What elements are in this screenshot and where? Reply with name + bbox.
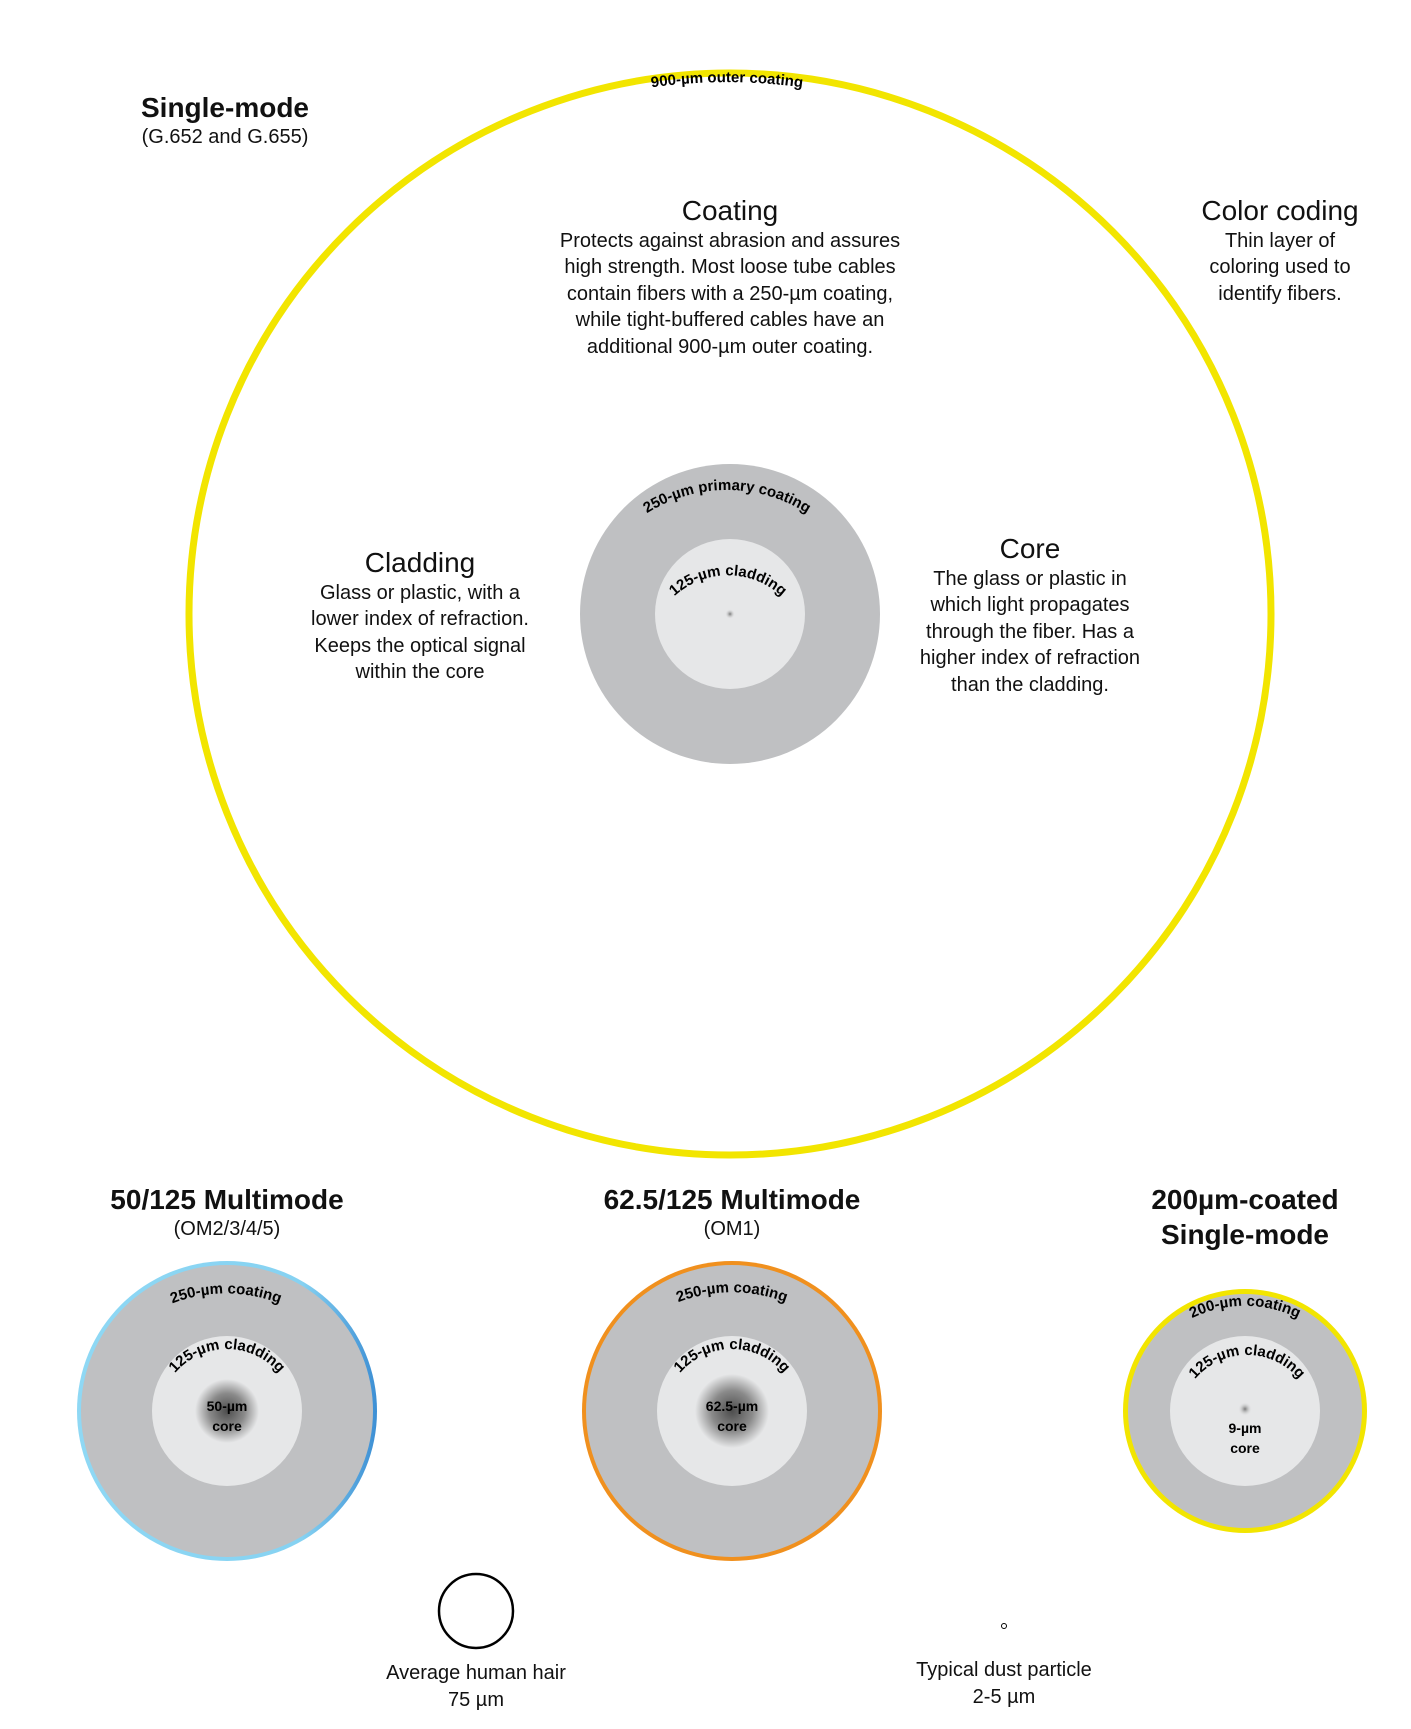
single-mode-subtitle: (G.652 and G.655) — [141, 126, 309, 148]
single-mode-title: Single-mode — [140, 92, 309, 123]
human-hair-circle — [437, 1572, 515, 1650]
om2-core-label-line1: 50-µm — [207, 1398, 248, 1414]
color-coding-callout: Color coding Thin layer of coloring used… — [1160, 194, 1400, 307]
om1-core-disk — [695, 1374, 769, 1448]
color-coding-title: Color coding — [1201, 195, 1359, 226]
om1-core-label-line1: 62.5-µm — [706, 1398, 758, 1414]
coating-callout: Coating Protects against abrasion and as… — [500, 194, 960, 361]
outer-coating-ring — [185, 69, 1275, 1159]
coated200-fiber-diagram: 200-µm coating 125-µm cladding 9-µm core — [1123, 1289, 1367, 1533]
cladding-title: Cladding — [364, 547, 476, 578]
coating-title: Coating — [681, 195, 779, 226]
core-title: Core — [999, 533, 1061, 564]
dust-size: 2-5 µm — [972, 1685, 1036, 1708]
coated200-title-line2: Single-mode — [1160, 1219, 1329, 1250]
single-mode-fiber-diagram: 900-µm outer coating 250-µm primary coat… — [185, 69, 1275, 1159]
coated200-title-block: 200µm-coated Single-mode — [1095, 1182, 1395, 1252]
om2-core-label-line2: core — [212, 1418, 242, 1434]
color-coding-description: Thin layer of coloring used to identify … — [1209, 229, 1351, 305]
single-mode-title-block: Single-mode (G.652 and G.655) — [110, 90, 340, 149]
om2-subtitle: (OM2/3/4/5) — [173, 1218, 281, 1240]
coated200-core-label-line1: 9-µm — [1229, 1420, 1262, 1436]
om2-fiber-diagram: 250-µm coating 125-µm cladding 50-µm cor… — [77, 1261, 377, 1561]
core-dot — [725, 609, 735, 619]
hair-label: Average human hair — [386, 1662, 566, 1684]
om1-core-label-line2: core — [717, 1418, 747, 1434]
om1-title: 62.5/125 Multimode — [603, 1184, 861, 1215]
om1-subtitle: (OM1) — [703, 1218, 761, 1240]
outer-coating-label: 900-µm outer coating — [650, 69, 804, 91]
dust-particle-circle — [1001, 1623, 1007, 1629]
om2-core-disk — [195, 1379, 259, 1443]
hair-size: 75 µm — [448, 1688, 504, 1711]
dust-caption: Typical dust particle 2-5 µm — [854, 1657, 1154, 1710]
cladding-description: Glass or plastic, with a lower index of … — [311, 581, 529, 684]
om1-fiber-diagram: 250-µm coating 125-µm cladding 62.5-µm c… — [582, 1261, 882, 1561]
core-callout: Core The glass or plastic in which light… — [880, 532, 1180, 699]
coated200-title-line1: 200µm-coated — [1151, 1184, 1339, 1215]
om1-title-block: 62.5/125 Multimode (OM1) — [552, 1182, 912, 1241]
om2-title: 50/125 Multimode — [110, 1184, 344, 1215]
om2-title-block: 50/125 Multimode (OM2/3/4/5) — [57, 1182, 397, 1241]
coated200-core-label-line2: core — [1230, 1440, 1260, 1456]
coating-description: Protects against abrasion and assures hi… — [559, 229, 901, 358]
hair-caption: Average human hair 75 µm — [326, 1660, 626, 1713]
coated200-core-dot — [1238, 1402, 1252, 1416]
cladding-callout: Cladding Glass or plastic, with a lower … — [270, 546, 570, 686]
core-description: The glass or plastic in which light prop… — [919, 567, 1141, 696]
dust-label: Typical dust particle — [916, 1659, 1092, 1681]
